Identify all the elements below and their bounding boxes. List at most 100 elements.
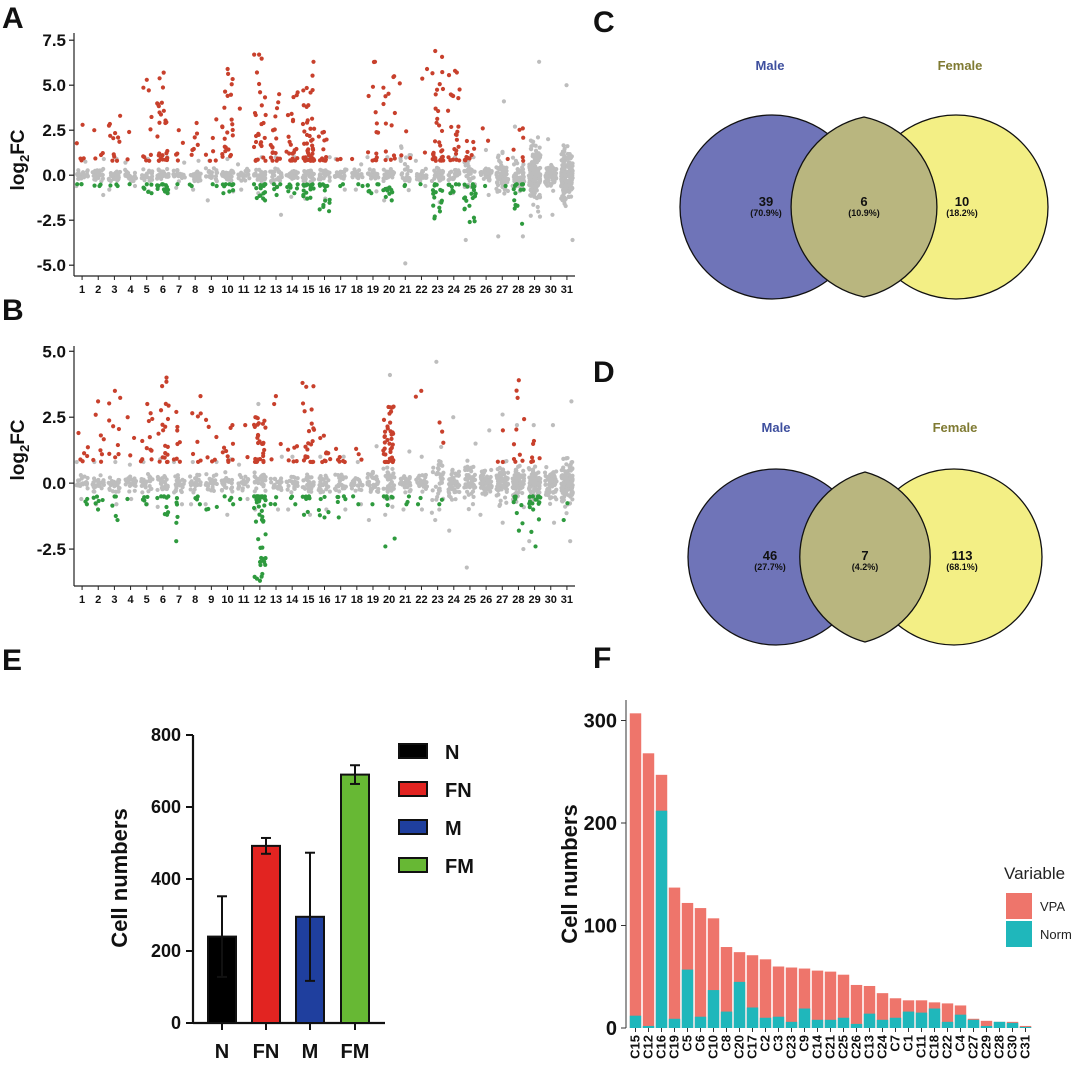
ns-point [320,482,326,488]
bar-norm-c18 [928,1008,941,1028]
ns-point [263,488,268,493]
ns-point [433,517,438,523]
down-point [278,182,283,187]
ns-point [452,167,458,173]
up-point [226,458,231,463]
ns-point [456,168,461,173]
bar-norm-c4 [954,1014,967,1028]
ns-point [550,423,556,428]
ns-point [418,478,423,483]
ns-point [495,476,500,481]
up-point [225,66,230,72]
ns-point [337,479,342,484]
up-point [521,135,526,140]
ns-point [465,458,470,463]
up-point [463,158,468,163]
ns-point [188,502,194,507]
up-point [311,384,316,389]
ns-point [548,170,554,176]
bar-norm-c8 [720,1011,733,1028]
down-point [356,502,361,507]
ns-point [466,176,471,181]
ns-point [327,489,332,494]
down-point [271,182,276,187]
ns-point [565,155,570,160]
up-point [213,158,218,163]
up-point [79,158,84,163]
ns-point [478,172,484,178]
ns-point [421,483,426,488]
down-point [93,501,98,506]
ns-point [449,480,454,485]
ns-point [359,487,364,493]
up-point [78,457,83,462]
down-point [100,497,105,503]
ns-point [147,475,152,480]
up-point [93,412,98,417]
x-tick-label: C13 [862,1035,877,1059]
down-point [469,191,474,196]
x-tick-label: 30 [545,594,557,606]
ns-point [400,475,406,481]
up-point [511,147,516,152]
ns-point [275,507,281,512]
bar-vpa-c5 [681,902,694,1028]
bar-norm-c5 [681,969,694,1028]
up-point [252,52,257,57]
ns-point [132,183,138,189]
down-point [383,544,388,549]
ns-point [472,472,477,478]
ns-point [349,481,354,486]
ns-point [564,511,569,516]
ns-point [214,168,219,173]
ns-point [196,158,201,163]
x-tick-label: 13 [270,284,282,296]
up-point [517,127,522,132]
down-point [96,498,101,504]
up-point [500,459,505,465]
down-point [230,188,236,193]
up-point [115,135,121,140]
ns-point [481,487,487,492]
up-point [321,433,326,438]
ns-point [553,481,558,487]
down-point [94,494,100,499]
x-tick-label: FM [341,1041,370,1063]
up-point [301,103,306,108]
down-point [238,496,243,502]
ns-point [416,481,421,486]
down-point [519,221,525,226]
up-point [230,76,235,82]
y-tick-label: -2.5 [37,211,66,230]
up-point [337,454,342,460]
ns-point [528,193,534,198]
ns-point [355,175,360,180]
x-tick-label: 9 [208,284,214,296]
venn-d-female-label: Female [933,420,978,435]
ns-point [481,176,486,181]
x-tick-label: 5 [144,284,150,296]
x-tick-label: 16 [318,594,330,606]
up-point [274,158,279,163]
up-point [160,157,165,162]
up-point [156,431,161,436]
ns-point [204,472,209,477]
ns-point [449,497,455,502]
up-point [256,81,262,87]
up-point [389,445,394,451]
ns-point [513,171,518,176]
x-tick-label: 10 [221,284,233,296]
x-tick-label: 27 [496,284,508,296]
up-point [438,157,443,163]
y-tick-label: 200 [584,813,617,835]
up-point [220,124,225,129]
ns-point [236,462,242,467]
up-point [155,101,161,107]
x-tick-label: 14 [286,284,299,296]
up-point [434,87,440,92]
up-point [399,153,404,158]
ns-point [537,176,542,181]
bar-vpa-c25 [837,974,850,1028]
bar-vpa-c3 [772,966,785,1028]
down-point [263,182,268,187]
